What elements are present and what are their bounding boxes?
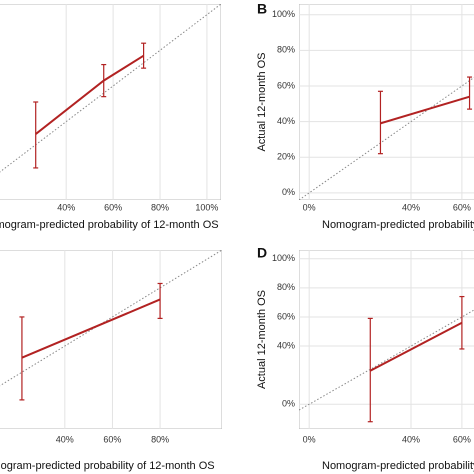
x-tick-label: 80% xyxy=(151,202,169,212)
y-tick-label: 60% xyxy=(277,80,295,90)
x-axis-label: Nomogram-predicted probability of 12-mon… xyxy=(0,219,219,231)
calibration-line xyxy=(21,298,161,359)
panel xyxy=(0,250,222,429)
y-tick-label: 40% xyxy=(277,116,295,126)
y-tick-label: 100% xyxy=(272,9,295,19)
x-tick-label: 60% xyxy=(453,202,471,212)
y-tick-label: 40% xyxy=(277,340,295,350)
y-tick-label: 20% xyxy=(277,152,295,162)
calibration-line xyxy=(380,95,470,125)
x-axis-label: Nomogram-predicted probability of 12-mon… xyxy=(322,460,474,472)
x-tick-label: 40% xyxy=(402,434,420,444)
calibration-line xyxy=(369,321,463,372)
reference-line xyxy=(299,309,474,411)
plot-background xyxy=(0,250,222,429)
reference-line xyxy=(299,76,474,200)
plot-background xyxy=(0,4,221,200)
plot-background xyxy=(299,4,474,200)
y-tick-label: 0% xyxy=(282,399,295,409)
panel xyxy=(0,4,221,200)
x-tick-label: 100% xyxy=(195,202,218,212)
x-tick-label: 60% xyxy=(103,434,121,444)
x-tick-label: 0% xyxy=(303,202,316,212)
x-tick-label: 80% xyxy=(151,434,169,444)
plot-background xyxy=(299,250,474,429)
y-axis-label: Actual 12-month OS xyxy=(256,52,268,151)
panel xyxy=(299,4,474,200)
y-tick-label: 100% xyxy=(272,253,295,263)
panel xyxy=(299,250,474,429)
x-axis-label: Nomogram-predicted probability of 12-mon… xyxy=(322,219,474,231)
x-tick-label: 60% xyxy=(453,434,471,444)
reference-line xyxy=(0,4,221,173)
reference-line xyxy=(0,250,222,387)
panel-label: D xyxy=(257,245,267,261)
x-tick-label: 40% xyxy=(57,202,75,212)
x-tick-label: 40% xyxy=(402,202,420,212)
y-tick-label: 80% xyxy=(277,282,295,292)
y-tick-label: 80% xyxy=(277,45,295,55)
y-tick-label: 0% xyxy=(282,187,295,197)
x-tick-label: 40% xyxy=(56,434,74,444)
x-tick-label: 0% xyxy=(303,434,316,444)
panel-label: B xyxy=(257,1,267,17)
x-tick-label: 60% xyxy=(104,202,122,212)
y-tick-label: 60% xyxy=(277,311,295,321)
x-axis-label: Nomogram-predicted probability of 12-mon… xyxy=(0,460,215,472)
y-axis-label: Actual 12-month OS xyxy=(256,290,268,389)
